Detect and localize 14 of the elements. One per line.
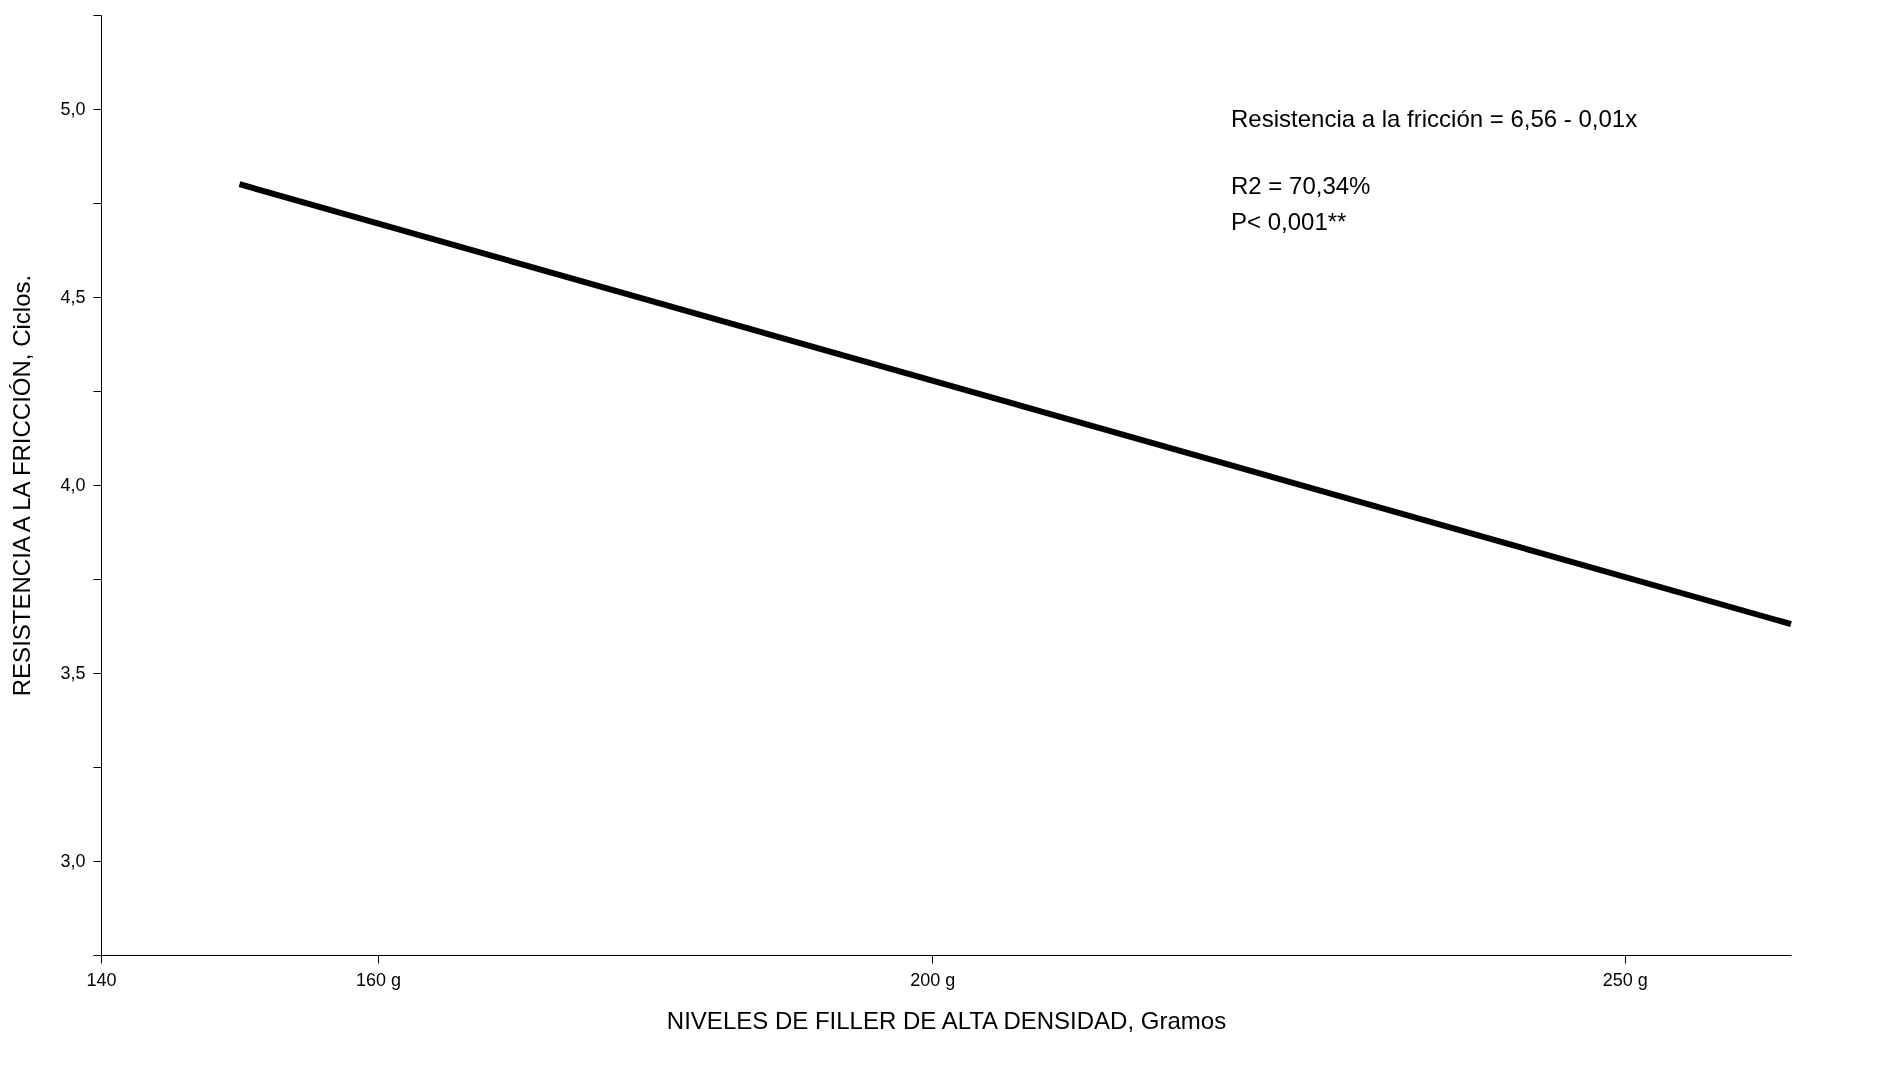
annotation: R2 = 70,34% <box>1231 172 1371 199</box>
y-axis-title: RESISTENCIA A LA FRICCIÓN, Ciclos. <box>8 274 36 697</box>
x-tick-label: 160 g <box>356 969 402 990</box>
y-tick-label: 5,0 <box>60 98 86 119</box>
y-tick-label: 3,5 <box>60 662 86 683</box>
x-axis-title: NIVELES DE FILLER DE ALTA DENSIDAD, Gramos <box>666 1006 1227 1034</box>
y-tick-label: 4,5 <box>60 286 86 307</box>
x-tick-label: 250 g <box>1602 969 1648 990</box>
x-tick-label: 200 g <box>910 969 956 990</box>
x-tick-label: 140 <box>86 969 117 990</box>
annotation: Resistencia a la fricción = 6,56 - 0,01x <box>1231 105 1638 132</box>
annotation: P< 0,001** <box>1231 208 1347 235</box>
y-tick-label: 4,0 <box>60 474 86 495</box>
y-tick-label: 3,0 <box>60 850 86 871</box>
